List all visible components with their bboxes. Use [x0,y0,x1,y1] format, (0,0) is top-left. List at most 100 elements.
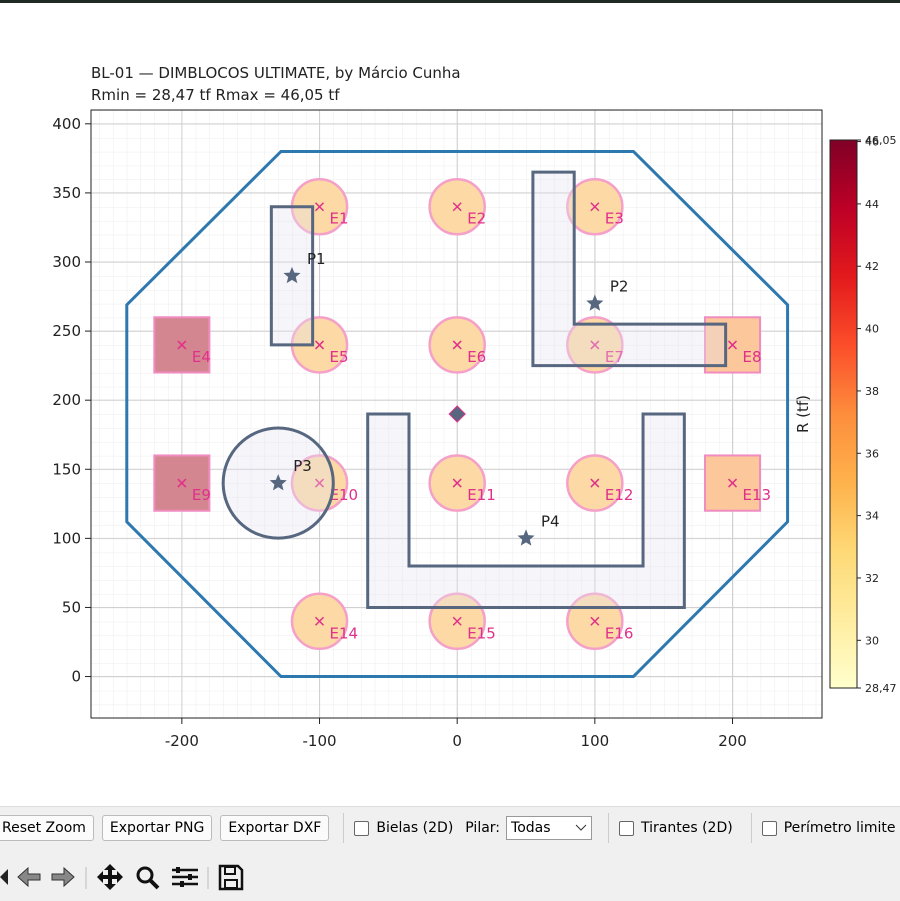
pillar-label: P3 [293,457,312,475]
colorbar-tick-label: 34 [865,510,879,523]
pillar-label: P2 [610,277,629,295]
figure: BL-01 — DIMBLOCOS ULTIMATE, by Márcio Cu… [52,64,897,750]
y-tick-label: 100 [52,529,81,547]
pile-label: E9 [192,486,211,504]
pile-center [590,616,600,626]
pile-label: E11 [467,486,496,504]
configure-icon[interactable] [172,868,198,886]
colorbar-tick-label: 30 [865,634,879,647]
colorbar-tick-label: 40 [865,323,879,336]
y-tick-label: 200 [52,391,81,409]
pile-center [590,478,600,488]
bielas-checkbox[interactable]: Bielas (2D) [354,820,453,836]
pilar-select[interactable]: Todas [506,816,593,840]
plot-title: BL-01 — DIMBLOCOS ULTIMATE, by Márcio Cu… [91,64,461,82]
pile-center [314,202,325,212]
pillar-label: P1 [307,250,326,268]
checkbox-box [354,820,370,836]
pile-label: E8 [743,348,762,366]
pile-center [727,340,738,350]
pilar-label: Pilar: [465,820,501,836]
pile-center [590,202,600,212]
select-value: Todas [511,820,551,836]
pillar-center [586,294,604,311]
pile-label: E10 [330,486,359,504]
pile-center [452,202,462,212]
axes-frame [90,109,823,719]
y-tick-label: 350 [52,184,81,202]
centroid [448,405,466,423]
checkbox-label: Tirantes (2D) [641,820,733,836]
colorbar-label: R (tf) [794,395,812,433]
perimetro-checkbox[interactable]: Perímetro limite [761,820,896,836]
reset-zoom-button[interactable]: Reset Zoom [0,815,94,841]
forward-icon[interactable] [51,866,75,888]
y-tick-label: 0 [71,668,81,686]
pile-label: E5 [330,348,349,366]
pile [703,316,762,374]
pan-icon[interactable] [97,864,123,890]
pillar-center [283,266,301,284]
pile-center [452,616,462,626]
pile-label: E4 [192,348,211,366]
checkbox-box [619,820,635,836]
separator [608,813,610,843]
toolbar-row: Reset Zoom Exportar PNG Exportar DXF Bie… [0,813,900,843]
zoom-icon[interactable] [136,866,154,884]
chevron [575,824,587,831]
back-icon[interactable] [17,866,41,888]
pile-center [177,478,187,488]
colorbar-tick-label: 44 [865,198,879,211]
pile-center [727,478,738,488]
pile-label: E2 [467,210,486,228]
pile-label: E15 [467,624,496,642]
pillar-outline [531,170,728,368]
pile-label: E7 [605,348,624,366]
save-icon[interactable] [218,864,244,891]
pile-center [452,478,462,488]
pile-label: E1 [330,210,349,228]
colorbar-tick-label: 32 [865,572,879,585]
home-icon[interactable] [0,869,8,885]
pile-label: E12 [605,486,634,504]
pillar-label: P4 [541,512,560,530]
export-dxf-button[interactable]: Exportar DXF [220,815,330,841]
pile-label: E6 [467,348,486,366]
checkbox-box [761,820,777,836]
pile-label: E3 [605,210,624,228]
x-tick-label: 100 [581,732,610,750]
checkbox-label: Bielas (2D) [376,820,454,836]
pile-center [177,340,187,350]
x-tick-label: -200 [165,732,199,750]
colorbar-tick-label: 28,47 [865,682,897,695]
nav-icons [0,864,244,891]
colorbar-tick-label: 46,05 [865,134,897,147]
pile-label: E16 [605,624,634,642]
separator [343,813,345,843]
pillar-outline [366,412,686,609]
colorbar [829,139,858,689]
colorbar-tick-label: 38 [865,385,879,398]
x-tick-label: 200 [718,732,747,750]
pile-label: E14 [330,624,359,642]
separator [750,813,752,843]
y-tick-label: 150 [52,460,81,478]
checkbox-label: Perímetro limite [783,820,896,836]
tirantes-checkbox[interactable]: Tirantes (2D) [619,820,733,836]
y-tick-label: 400 [52,115,81,133]
plot-subtitle: Rmin = 28,47 tf Rmax = 46,05 tf [91,86,340,104]
y-tick-label: 300 [52,253,81,271]
colorbar-tick-label: 42 [865,260,879,273]
pile-center [590,340,600,350]
y-tick-label: 250 [52,322,81,340]
colorbar-tick-label: 36 [865,447,879,460]
y-tick-label: 50 [62,598,81,616]
window-border [0,0,900,3]
pile-center [314,616,325,626]
export-png-button[interactable]: Exportar PNG [101,815,213,841]
pillar-center [269,474,287,491]
pillar-center [517,529,535,546]
pile-center [314,478,325,488]
pile-center [452,340,462,350]
